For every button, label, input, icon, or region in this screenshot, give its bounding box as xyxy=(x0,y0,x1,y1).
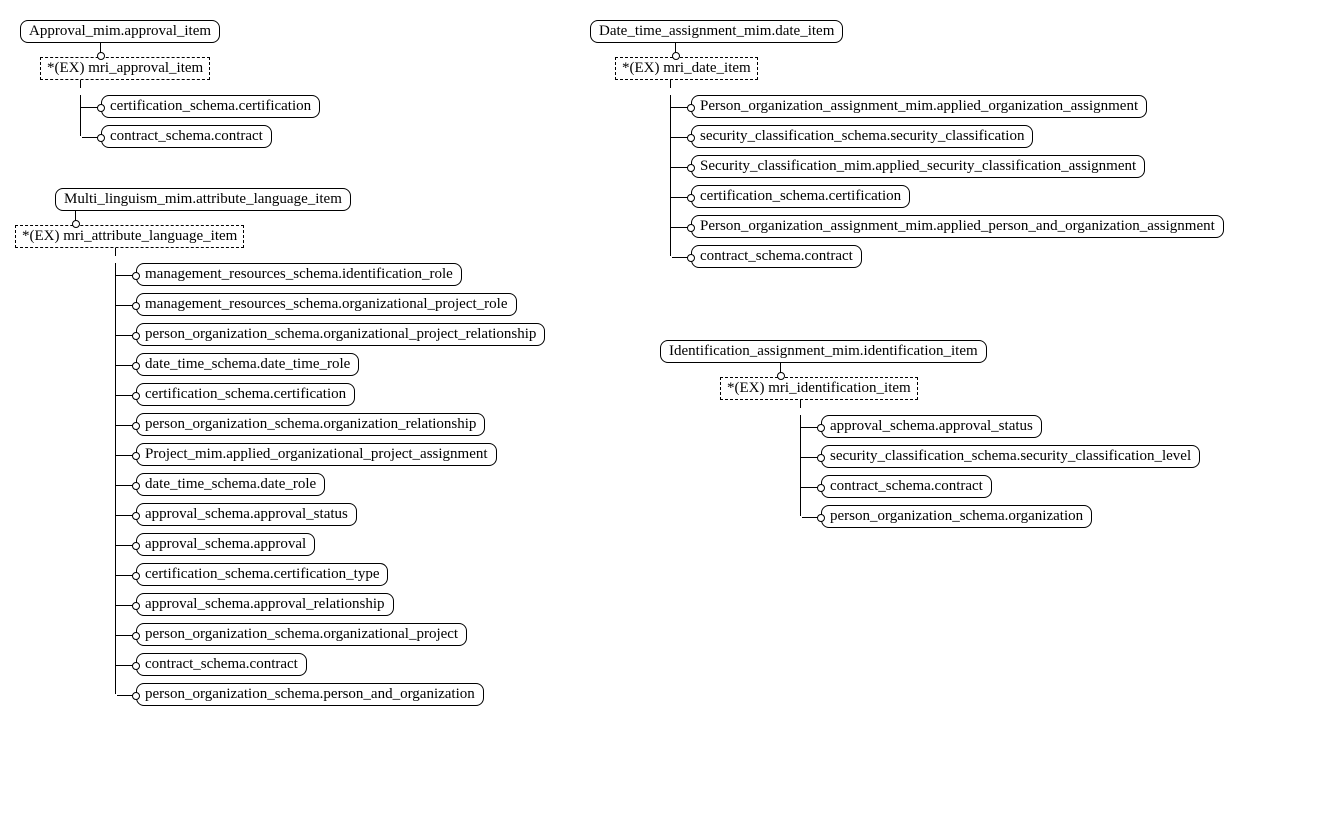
tree: Identification_assignment_mim.identifica… xyxy=(660,340,1200,528)
connector-dot-icon xyxy=(132,332,140,340)
tree: Date_time_assignment_mim.date_item *(EX) … xyxy=(590,20,1224,268)
connector-dot-icon xyxy=(132,692,140,700)
child-item: approval_schema.approval xyxy=(116,533,545,556)
leaf-node: Person_organization_assignment_mim.appli… xyxy=(691,95,1147,118)
leaf-node: Person_organization_assignment_mim.appli… xyxy=(691,215,1224,238)
leaf-node: management_resources_schema.identificati… xyxy=(136,263,462,286)
child-item: security_classification_schema.security_… xyxy=(671,125,1224,148)
tree: Multi_linguism_mim.attribute_language_it… xyxy=(55,188,545,706)
leaf-node: certification_schema.certification xyxy=(136,383,355,406)
connector-dot-icon xyxy=(687,164,695,172)
leaf-node: certification_schema.certification xyxy=(101,95,320,118)
child-item: date_time_schema.date_role xyxy=(116,473,545,496)
leaf-node: approval_schema.approval_status xyxy=(136,503,357,526)
leaf-node: approval_schema.approval_status xyxy=(821,415,1042,438)
leaf-node: person_organization_schema.organizationa… xyxy=(136,323,545,346)
connector-dot-icon xyxy=(97,104,105,112)
connector-dot-icon xyxy=(687,254,695,262)
ex-node: *(EX) mri_attribute_language_item xyxy=(15,225,244,248)
child-item: Person_organization_assignment_mim.appli… xyxy=(671,95,1224,118)
child-item: Project_mim.applied_organizational_proje… xyxy=(116,443,545,466)
leaf-node: certification_schema.certification xyxy=(691,185,910,208)
ex-node: *(EX) mri_identification_item xyxy=(720,377,918,400)
children-list: approval_schema.approval_status security_… xyxy=(800,415,1200,528)
child-item: Person_organization_assignment_mim.appli… xyxy=(671,215,1224,238)
connector-dot-icon xyxy=(817,484,825,492)
children-list: management_resources_schema.identificati… xyxy=(115,263,545,706)
leaf-node: person_organization_schema.organization_… xyxy=(136,413,485,436)
leaf-node: Project_mim.applied_organizational_proje… xyxy=(136,443,497,466)
root-node: Multi_linguism_mim.attribute_language_it… xyxy=(55,188,351,211)
ex-node: *(EX) mri_approval_item xyxy=(40,57,210,80)
leaf-node: approval_schema.approval_relationship xyxy=(136,593,394,616)
leaf-node: Security_classification_mim.applied_secu… xyxy=(691,155,1145,178)
ex-node: *(EX) mri_date_item xyxy=(615,57,758,80)
child-item: management_resources_schema.identificati… xyxy=(116,263,545,286)
root-node: Approval_mim.approval_item xyxy=(20,20,220,43)
connector-dot-icon xyxy=(132,272,140,280)
child-item: certification_schema.certification xyxy=(671,185,1224,208)
child-item: date_time_schema.date_time_role xyxy=(116,353,545,376)
connector-dot-icon xyxy=(132,572,140,580)
leaf-node: person_organization_schema.organizationa… xyxy=(136,623,467,646)
connector-dot-icon xyxy=(132,542,140,550)
root-node: Date_time_assignment_mim.date_item xyxy=(590,20,843,43)
leaf-node: person_organization_schema.organization xyxy=(821,505,1092,528)
child-item: person_organization_schema.organizationa… xyxy=(116,323,545,346)
child-item: certification_schema.certification xyxy=(81,95,320,118)
leaf-node: date_time_schema.date_role xyxy=(136,473,325,496)
connector-dot-icon xyxy=(687,224,695,232)
connector-dot-icon xyxy=(132,452,140,460)
child-item: certification_schema.certification xyxy=(116,383,545,406)
connector-dot-icon xyxy=(132,422,140,430)
leaf-node: contract_schema.contract xyxy=(821,475,992,498)
leaf-node: contract_schema.contract xyxy=(101,125,272,148)
leaf-node: security_classification_schema.security_… xyxy=(691,125,1033,148)
child-item: person_organization_schema.person_and_or… xyxy=(116,683,545,706)
connector-dot-icon xyxy=(687,134,695,142)
children-list: Person_organization_assignment_mim.appli… xyxy=(670,95,1224,268)
connector-dot-icon xyxy=(132,602,140,610)
child-item: contract_schema.contract xyxy=(671,245,1224,268)
leaf-node: contract_schema.contract xyxy=(691,245,862,268)
tree: Approval_mim.approval_item *(EX) mri_appr… xyxy=(20,20,320,148)
leaf-node: contract_schema.contract xyxy=(136,653,307,676)
connector-dot-icon xyxy=(687,104,695,112)
child-item: contract_schema.contract xyxy=(801,475,1200,498)
leaf-node: person_organization_schema.person_and_or… xyxy=(136,683,484,706)
child-item: certification_schema.certification_type xyxy=(116,563,545,586)
leaf-node: management_resources_schema.organization… xyxy=(136,293,517,316)
leaf-node: certification_schema.certification_type xyxy=(136,563,388,586)
connector-dot-icon xyxy=(132,392,140,400)
child-item: Security_classification_mim.applied_secu… xyxy=(671,155,1224,178)
leaf-node: security_classification_schema.security_… xyxy=(821,445,1200,468)
leaf-node: date_time_schema.date_time_role xyxy=(136,353,359,376)
child-item: person_organization_schema.organization xyxy=(801,505,1200,528)
connector-dot-icon xyxy=(97,134,105,142)
child-item: approval_schema.approval_status xyxy=(801,415,1200,438)
connector-dot-icon xyxy=(817,424,825,432)
child-item: security_classification_schema.security_… xyxy=(801,445,1200,468)
connector-dot-icon xyxy=(132,512,140,520)
connector-dot-icon xyxy=(132,662,140,670)
connector-dot-icon xyxy=(817,514,825,522)
child-item: person_organization_schema.organization_… xyxy=(116,413,545,436)
connector-dot-icon xyxy=(132,302,140,310)
connector-dot-icon xyxy=(132,632,140,640)
root-node: Identification_assignment_mim.identifica… xyxy=(660,340,987,363)
child-item: contract_schema.contract xyxy=(116,653,545,676)
leaf-node: approval_schema.approval xyxy=(136,533,315,556)
connector-dot-icon xyxy=(687,194,695,202)
child-item: contract_schema.contract xyxy=(81,125,320,148)
child-item: approval_schema.approval_status xyxy=(116,503,545,526)
connector-dot-icon xyxy=(132,362,140,370)
child-item: person_organization_schema.organizationa… xyxy=(116,623,545,646)
connector-dot-icon xyxy=(817,454,825,462)
children-list: certification_schema.certificationcontra… xyxy=(80,95,320,148)
child-item: approval_schema.approval_relationship xyxy=(116,593,545,616)
connector-dot-icon xyxy=(132,482,140,490)
child-item: management_resources_schema.organization… xyxy=(116,293,545,316)
